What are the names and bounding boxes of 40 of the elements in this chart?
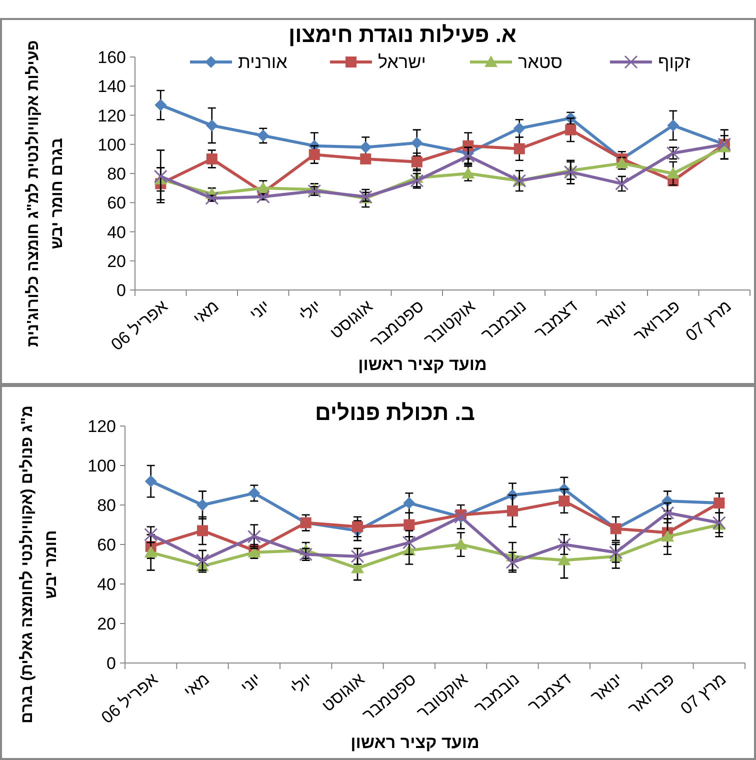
x-tick-label: מרץ 07 xyxy=(682,296,735,346)
x-tick-label: ינואר xyxy=(593,296,632,334)
chart-title: ב. תכולת פנולים xyxy=(314,400,476,425)
y-tick-label: 40 xyxy=(107,222,126,242)
y-tick-label: 20 xyxy=(97,614,116,634)
y-tick-label: 100 xyxy=(88,456,116,476)
x-tick-label: דצמבר xyxy=(530,296,582,343)
y-tick-label: 160 xyxy=(98,48,126,67)
x-axis-title: מועד קציר ראשון xyxy=(350,733,480,752)
x-tick-label: יולי xyxy=(287,670,316,698)
y-tick-label: 20 xyxy=(107,252,126,271)
x-tick-label: מאי xyxy=(190,296,222,328)
x-tick-label: נובמבר xyxy=(478,296,530,345)
x-tick-label: יוני xyxy=(246,296,274,324)
legend-label: סטאר xyxy=(518,52,562,72)
y-tick-label: 80 xyxy=(107,164,126,184)
y-axis-title: פעילות אקוויולנטית למ"ג חומצה כלורוג'נית בגרם חומר יבש xyxy=(24,40,66,347)
y-tick-label: 60 xyxy=(97,536,116,554)
y-tick-label: 40 xyxy=(97,575,116,594)
chart-title: א. פעילות נוגדת חימצון xyxy=(288,22,516,47)
x-tick-label: יוני xyxy=(237,670,265,697)
x-tick-label: מאי xyxy=(180,670,214,702)
x-tick-label: פברואר xyxy=(630,296,684,346)
y-tick-label: 100 xyxy=(98,135,126,154)
y-tick-label: 120 xyxy=(88,417,116,436)
legend-label: זקוף xyxy=(658,52,691,72)
x-tick-label: ינואר xyxy=(587,670,626,707)
y-tick-label: 80 xyxy=(97,496,116,515)
legend-label: אורנית xyxy=(238,52,288,72)
x-tick-label: דצמבר xyxy=(524,670,575,716)
x-axis-title: מועד קציר ראשון xyxy=(358,355,487,374)
y-tick-label: 60 xyxy=(107,194,126,213)
x-tick-label: נובמבר xyxy=(470,670,524,718)
x-tick-label: פברואר xyxy=(624,670,678,719)
x-tick-label: יולי xyxy=(296,296,325,326)
y-axis-title: מ"ג פנולים (אקוויולנטי לחומצה גאלית) בגרם חומר יבש xyxy=(18,406,60,724)
y-tick-label: 140 xyxy=(98,77,126,96)
y-tick-label: 120 xyxy=(98,106,126,126)
x-tick-label: מרץ 07 xyxy=(676,670,730,718)
legend-label: ישראל xyxy=(378,52,426,72)
